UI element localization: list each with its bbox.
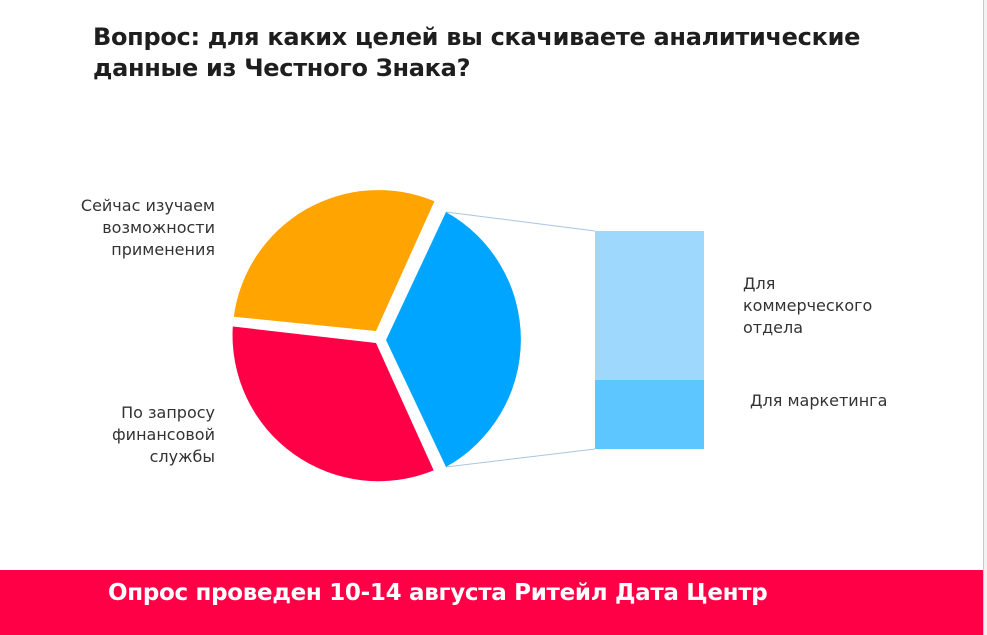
connector-line-top bbox=[445, 211, 596, 232]
pie-slice-studying bbox=[233, 190, 435, 331]
bar-of-pie-chart bbox=[232, 190, 704, 482]
footer-text: Опрос проведен 10-14 августа Ритейл Дата… bbox=[108, 580, 768, 606]
chart-title: Вопрос: для каких целей вы скачиваете ан… bbox=[93, 23, 861, 82]
label-finance: По запросу финансовой службы bbox=[111, 403, 215, 466]
pie-slice-finance bbox=[232, 326, 434, 482]
bar-segment-commercial bbox=[595, 231, 704, 380]
label-studying: Сейчас изучаем возможности применения bbox=[80, 196, 215, 259]
label-commercial: Для коммерческого отдела bbox=[743, 274, 873, 337]
connector-line-bottom bbox=[445, 448, 596, 468]
window-edge bbox=[983, 0, 987, 635]
bar-segment-marketing bbox=[595, 380, 704, 449]
pie-slice-commercial-marketing bbox=[386, 212, 521, 467]
label-marketing: Для маркетинга bbox=[750, 391, 888, 410]
footer-banner: Опрос проведен 10-14 августа Ритейл Дата… bbox=[0, 570, 983, 635]
